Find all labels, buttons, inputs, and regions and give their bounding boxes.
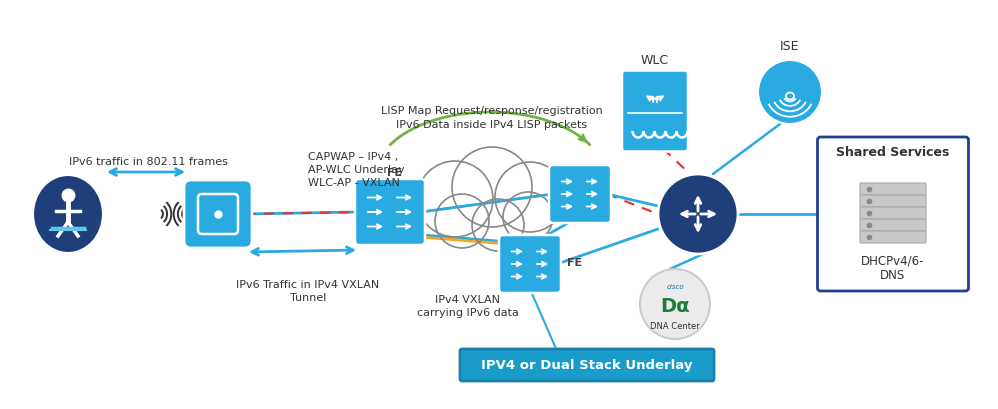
FancyBboxPatch shape bbox=[860, 231, 926, 243]
Text: FE: FE bbox=[567, 257, 582, 267]
Text: ISE: ISE bbox=[780, 40, 799, 53]
FancyBboxPatch shape bbox=[860, 196, 926, 207]
Circle shape bbox=[658, 175, 738, 254]
Text: IPv6 Traffic in IPv4 VXLAN
Tunnel: IPv6 Traffic in IPv4 VXLAN Tunnel bbox=[237, 279, 379, 303]
Text: DHCPv4/6-
DNS: DHCPv4/6- DNS bbox=[861, 254, 925, 281]
Circle shape bbox=[504, 191, 556, 243]
Text: CAPWAP – IPv4 ,
AP-WLC Underlay
WLC-AP - VXLAN: CAPWAP – IPv4 , AP-WLC Underlay WLC-AP -… bbox=[308, 151, 404, 188]
FancyBboxPatch shape bbox=[622, 71, 688, 152]
Text: IPv4 VXLAN
carrying IPv6 data: IPv4 VXLAN carrying IPv6 data bbox=[417, 294, 519, 317]
Text: Dα: Dα bbox=[661, 297, 690, 316]
Text: IPV4 or Dual Stack Underlay: IPV4 or Dual Stack Underlay bbox=[481, 359, 693, 372]
Circle shape bbox=[495, 164, 565, 234]
Text: DNA Center: DNA Center bbox=[650, 322, 700, 331]
FancyBboxPatch shape bbox=[817, 138, 968, 291]
Text: FE: FE bbox=[387, 168, 402, 178]
Circle shape bbox=[417, 164, 493, 239]
Text: Shared Services: Shared Services bbox=[836, 146, 950, 159]
Circle shape bbox=[470, 198, 526, 254]
Ellipse shape bbox=[33, 175, 103, 254]
Circle shape bbox=[452, 150, 532, 229]
FancyBboxPatch shape bbox=[860, 220, 926, 231]
FancyBboxPatch shape bbox=[355, 180, 425, 245]
FancyBboxPatch shape bbox=[499, 236, 561, 293]
Text: cisco: cisco bbox=[667, 283, 684, 289]
FancyBboxPatch shape bbox=[549, 166, 611, 223]
FancyBboxPatch shape bbox=[460, 349, 714, 381]
Circle shape bbox=[640, 270, 710, 339]
FancyBboxPatch shape bbox=[860, 184, 926, 196]
Circle shape bbox=[434, 193, 490, 249]
FancyBboxPatch shape bbox=[860, 207, 926, 220]
Circle shape bbox=[758, 61, 822, 125]
Text: IPv6 traffic in 802.11 frames: IPv6 traffic in 802.11 frames bbox=[69, 157, 228, 166]
Text: WLC: WLC bbox=[641, 53, 669, 66]
FancyBboxPatch shape bbox=[184, 180, 252, 248]
Text: LISP Map Request/response/registration
IPv6 Data inside IPv4 LISP packets: LISP Map Request/response/registration I… bbox=[381, 106, 603, 129]
